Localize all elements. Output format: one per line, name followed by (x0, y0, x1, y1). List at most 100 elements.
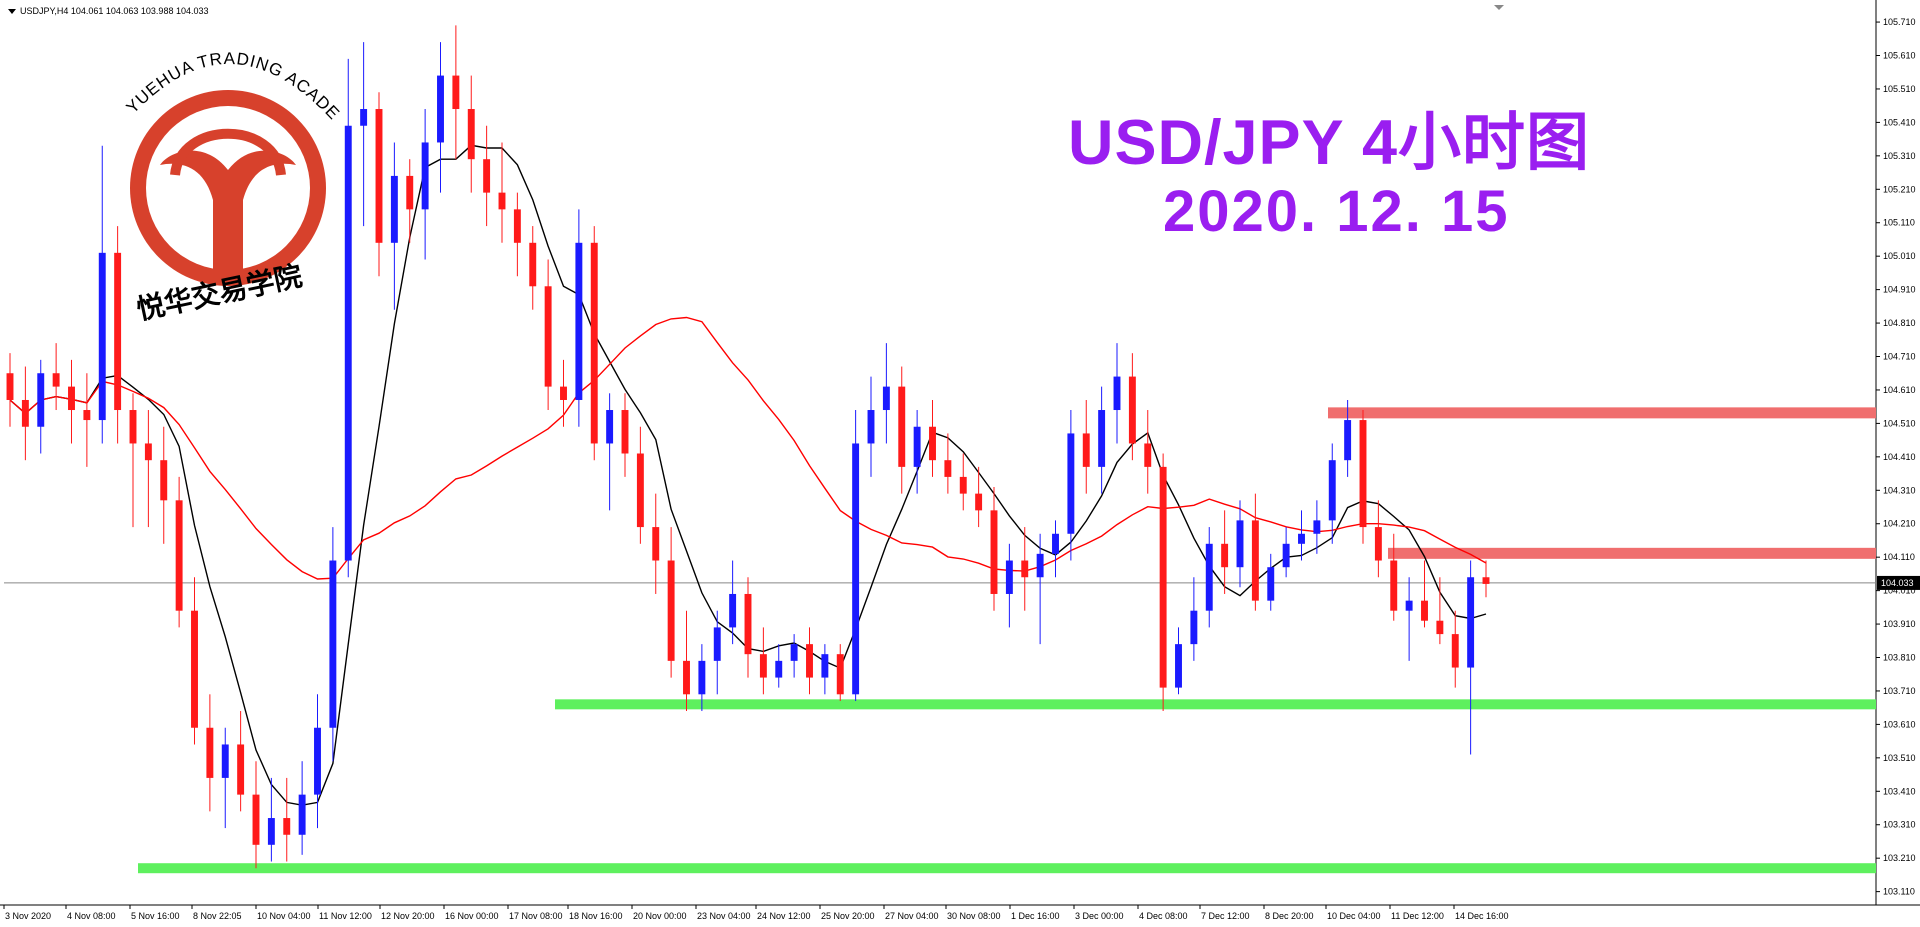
candle-body (975, 493, 983, 511)
x-tick-label: 16 Nov 00:00 (445, 911, 499, 921)
candle-body (729, 593, 737, 628)
candle (6, 353, 14, 427)
candle (1036, 533, 1044, 645)
candle (1067, 410, 1075, 561)
candle (975, 466, 983, 528)
candle-body (529, 242, 537, 287)
candle (68, 359, 75, 444)
y-tick-label: 105.410 (1883, 117, 1916, 127)
candle-body (52, 373, 60, 387)
candle-body (882, 386, 890, 411)
candle-body (1328, 460, 1336, 521)
y-tick-label: 103.410 (1883, 786, 1916, 796)
candle (483, 125, 491, 227)
x-tick-label: 1 Dec 16:00 (1011, 911, 1060, 921)
x-tick-label: 30 Nov 08:00 (947, 911, 1001, 921)
candle (529, 226, 537, 310)
candle-body (929, 426, 936, 461)
candle (1344, 399, 1352, 477)
candle-body (944, 460, 952, 477)
candle (83, 373, 91, 467)
candle (1390, 533, 1398, 621)
candle (1236, 500, 1244, 588)
y-tick-label: 105.010 (1883, 251, 1916, 261)
candle (882, 343, 890, 444)
shift-marker-icon[interactable] (1494, 5, 1504, 10)
candle (1298, 510, 1305, 561)
candle (575, 209, 583, 427)
candle-body (1175, 644, 1182, 688)
candle (1021, 527, 1029, 611)
y-tick-label: 105.110 (1883, 218, 1915, 228)
candle (636, 426, 644, 544)
candle (267, 777, 275, 862)
candle-body (867, 410, 875, 444)
y-tick-label: 105.610 (1883, 51, 1916, 61)
candle-body (406, 175, 414, 210)
x-tick-label: 17 Nov 08:00 (509, 911, 563, 921)
candle (1313, 500, 1321, 554)
candle (437, 42, 444, 193)
candle (375, 92, 383, 277)
candle-body (1236, 520, 1244, 568)
candle-body (467, 109, 475, 160)
x-tick-label: 11 Dec 12:00 (1391, 911, 1444, 921)
candle (1359, 410, 1367, 544)
y-tick-label: 105.710 (1883, 17, 1916, 27)
candle-body (344, 125, 352, 561)
candle-body (852, 443, 860, 695)
candle (821, 644, 829, 695)
candle (21, 366, 29, 461)
candle-body (437, 75, 444, 143)
candle-body (775, 660, 783, 678)
candle (283, 777, 291, 862)
candle-body (1390, 560, 1398, 611)
candle-body (1205, 543, 1213, 611)
candle-body (575, 242, 583, 400)
candle-body (713, 627, 721, 661)
y-tick-label: 104.010 (1883, 586, 1916, 596)
candle (590, 226, 598, 461)
candle-body (1052, 533, 1059, 554)
candle-body (175, 500, 183, 611)
candle (467, 75, 475, 193)
candle-body (1405, 600, 1413, 611)
candle (314, 694, 321, 829)
candle-body (1282, 543, 1290, 568)
candle (621, 393, 629, 477)
x-tick-label: 10 Dec 04:00 (1327, 911, 1381, 921)
candle-body (1221, 543, 1229, 568)
menu-triangle-icon[interactable] (8, 9, 16, 15)
candle-body (114, 252, 122, 411)
candle (744, 577, 752, 678)
x-tick-label: 5 Nov 16:00 (131, 911, 180, 921)
candle-body (990, 510, 998, 594)
candle (1405, 577, 1413, 661)
candle (959, 453, 967, 511)
candle-body (1082, 433, 1090, 467)
x-tick-label: 23 Nov 04:00 (697, 911, 751, 921)
candle (806, 627, 813, 695)
candle-body (21, 399, 29, 427)
candle-body (1005, 560, 1013, 594)
candle-body (913, 426, 921, 467)
y-tick-label: 103.910 (1883, 619, 1916, 629)
candle-body (1344, 420, 1352, 461)
candle (1052, 520, 1059, 578)
candle (1421, 560, 1428, 628)
candle (1251, 493, 1259, 611)
candle-body (1313, 520, 1321, 534)
candle-body (206, 727, 214, 778)
y-tick-label: 104.410 (1883, 452, 1916, 462)
candle-body (1374, 527, 1382, 561)
candle-body (360, 109, 368, 126)
y-tick-label: 103.310 (1883, 820, 1916, 830)
candle (144, 410, 152, 528)
candle-body (790, 644, 798, 661)
candle (1267, 553, 1275, 611)
candle (790, 634, 798, 678)
y-tick-label: 104.210 (1883, 519, 1916, 529)
candle (390, 142, 398, 310)
candle-body (452, 75, 460, 110)
